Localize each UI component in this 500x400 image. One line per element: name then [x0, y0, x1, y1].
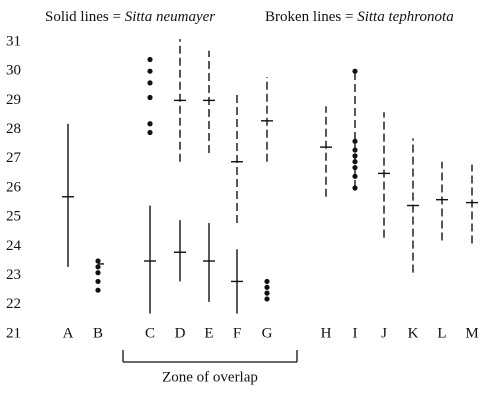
data-point — [352, 159, 358, 165]
data-point — [147, 94, 153, 101]
data-point — [95, 287, 101, 293]
data-point — [352, 164, 358, 171]
x-tick-label: D — [175, 325, 186, 341]
data-point — [352, 147, 358, 153]
data-point — [264, 290, 270, 296]
legend-label: Broken lines = — [265, 9, 353, 25]
data-point — [352, 138, 358, 144]
x-tick-label: L — [437, 325, 446, 341]
data-point — [147, 68, 153, 74]
y-tick-label: 21 — [6, 325, 21, 341]
x-tick-label: F — [233, 325, 241, 341]
legend-name: Sitta tephronota — [357, 9, 454, 25]
y-tick-label: 28 — [6, 121, 21, 137]
y-tick-label: 25 — [6, 209, 21, 225]
x-tick-label: H — [321, 325, 332, 341]
x-tick-label: B — [93, 325, 103, 341]
legend-broken: Broken lines = Sitta tephronota — [265, 9, 454, 25]
y-tick-label: 24 — [6, 238, 22, 254]
x-tick-label: M — [465, 325, 478, 341]
data-point — [95, 264, 101, 270]
data-point — [352, 173, 358, 179]
legend-name: Sitta neumayer — [125, 9, 216, 25]
annotation: Zone of overlap — [162, 369, 258, 385]
x-tick-label: J — [381, 325, 387, 341]
y-tick-label: 26 — [6, 179, 22, 195]
data-point — [352, 185, 358, 191]
legend-label: Solid lines = — [45, 9, 121, 25]
x-tick-label: G — [262, 325, 273, 341]
x-tick-label: I — [353, 325, 358, 341]
data-point — [95, 258, 101, 264]
data-point — [352, 153, 358, 159]
data-point — [95, 270, 101, 276]
data-point — [352, 68, 358, 74]
x-tick-label: E — [204, 325, 213, 341]
data-point — [147, 80, 153, 86]
y-tick-label: 22 — [6, 296, 21, 312]
data-point — [147, 121, 153, 127]
x-tick-label: K — [408, 325, 419, 341]
y-tick-label: 31 — [6, 33, 21, 49]
data-point — [147, 56, 153, 63]
y-tick-label: 30 — [6, 63, 21, 79]
x-tick-label: C — [145, 325, 155, 341]
x-tick-label: A — [63, 325, 74, 341]
data-point — [95, 278, 101, 285]
y-tick-label: 27 — [6, 150, 22, 166]
legend-solid: Solid lines = Sitta neumayer — [45, 9, 215, 25]
data-point — [147, 129, 153, 136]
data-point — [264, 284, 270, 290]
y-tick-label: 29 — [6, 92, 21, 108]
data-point — [264, 296, 270, 302]
data-point — [264, 278, 270, 285]
y-tick-label: 23 — [6, 267, 21, 283]
